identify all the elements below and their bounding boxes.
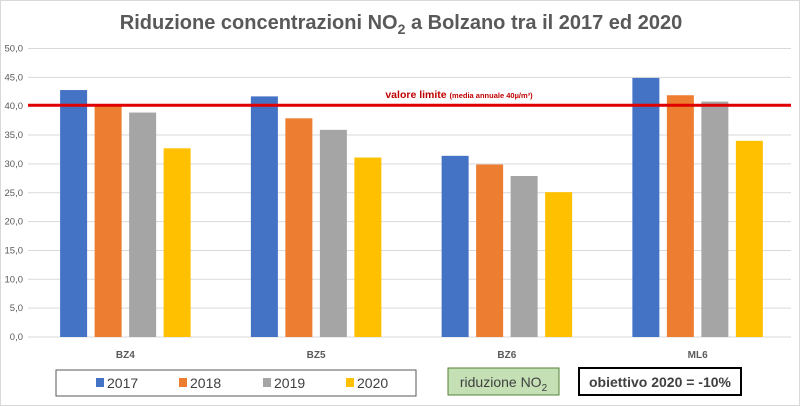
- y-tick-label: 15,0: [5, 245, 24, 256]
- chart-title: Riduzione concentrazioni NO2 a Bolzano t…: [120, 12, 682, 37]
- limit-label: valore limite (media annuale 40µ/m³): [385, 89, 533, 101]
- y-tick-label: 25,0: [5, 188, 24, 199]
- bar-BZ4-2020: [163, 148, 191, 337]
- y-tick-label: 35,0: [5, 130, 24, 141]
- y-tick-label: 5,0: [10, 303, 23, 314]
- bar-BZ5-2020: [354, 157, 382, 337]
- bar-BZ5-2019: [319, 129, 347, 337]
- reduction-box: [447, 367, 560, 396]
- legend-label: 2017: [107, 375, 138, 391]
- y-tick-label: 40,0: [5, 101, 24, 112]
- bar-BZ6-2020: [545, 192, 573, 337]
- legend-swatch-2020: [346, 378, 354, 387]
- target-box: [578, 367, 742, 396]
- target-label: obiettivo 2020 = -10%: [589, 374, 732, 390]
- bar-BZ6-2019: [510, 176, 538, 337]
- bar-BZ6-2017: [441, 155, 469, 337]
- bar-ML6-2019: [701, 101, 729, 337]
- bar-BZ5-2017: [250, 96, 278, 338]
- bar-BZ4-2018: [94, 106, 122, 337]
- bar-ML6-2020: [735, 140, 763, 337]
- y-tick-label: 30,0: [5, 159, 24, 170]
- x-tick-label: BZ4: [116, 350, 135, 361]
- legend-box: [55, 369, 417, 397]
- x-tick-label: BZ5: [307, 350, 326, 361]
- legend-label: 2018: [190, 375, 221, 391]
- y-tick-label: 0,0: [10, 332, 23, 343]
- y-tick-label: 45,0: [5, 72, 24, 83]
- x-tick-label: BZ6: [497, 350, 516, 361]
- legend-swatch-2017: [96, 378, 104, 387]
- bar-BZ4-2019: [129, 112, 157, 337]
- x-tick-label: ML6: [688, 350, 708, 361]
- y-tick-label: 50,0: [5, 44, 24, 55]
- legend-label: 2020: [357, 375, 388, 391]
- legend-swatch-2018: [179, 378, 187, 387]
- legend-label: 2019: [274, 375, 305, 391]
- bar-BZ6-2018: [476, 164, 504, 337]
- reduction-label: riduzione NO2: [460, 374, 548, 394]
- y-tick-label: 10,0: [5, 274, 24, 285]
- legend-swatch-2019: [263, 378, 271, 387]
- bar-BZ5-2018: [285, 118, 313, 337]
- bar-ML6-2017: [632, 77, 660, 337]
- bar-BZ4-2017: [60, 90, 88, 337]
- y-tick-label: 20,0: [5, 217, 24, 228]
- bar-ML6-2018: [666, 95, 694, 337]
